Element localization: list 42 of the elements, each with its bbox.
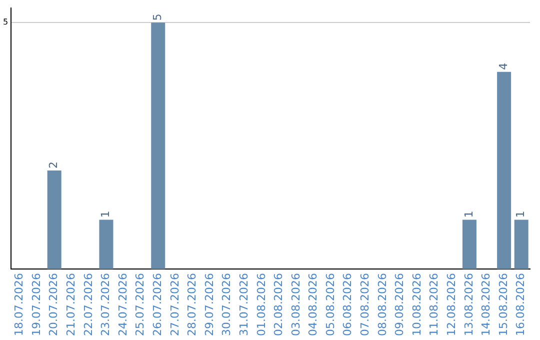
x-tick-label: 28.07.2026 xyxy=(186,273,199,336)
x-tick-label: 26.07.2026 xyxy=(150,273,164,336)
x-tick-label: 27.07.2026 xyxy=(168,273,182,336)
data-label: 1 xyxy=(514,210,528,218)
x-tick-label: 10.08.2026 xyxy=(410,273,424,336)
bar xyxy=(462,220,476,270)
x-tick-label: 09.08.2026 xyxy=(393,273,406,336)
bar xyxy=(99,220,114,270)
x-tick-label: 25.07.2026 xyxy=(134,273,147,336)
x-tick-label: 18.07.2026 xyxy=(12,273,26,336)
x-tick-label: 31.07.2026 xyxy=(237,273,250,336)
data-label: 1 xyxy=(462,210,476,218)
x-tick-label: 15.08.2026 xyxy=(496,273,510,336)
x-tick-label: 24.07.2026 xyxy=(116,273,130,336)
x-tick-label: 23.07.2026 xyxy=(99,273,112,336)
x-tick-label: 12.08.2026 xyxy=(445,273,458,336)
x-tick-label: 04.08.2026 xyxy=(306,273,320,336)
x-tick-label: 01.08.2026 xyxy=(254,273,268,336)
x-tick-label: 21.07.2026 xyxy=(64,273,78,336)
x-tick-label: 22.07.2026 xyxy=(82,273,95,336)
bar xyxy=(151,22,166,270)
x-tick-label: 08.08.2026 xyxy=(376,273,389,336)
bar xyxy=(47,170,62,270)
bar xyxy=(514,220,528,270)
x-tick-label: 14.08.2026 xyxy=(480,273,493,336)
x-tick-label: 30.07.2026 xyxy=(220,273,234,336)
x-tick-label: 13.08.2026 xyxy=(462,273,476,336)
x-tick-label: 29.07.2026 xyxy=(202,273,216,336)
x-tick-label: 11.08.2026 xyxy=(428,273,441,336)
bar xyxy=(497,72,512,270)
data-label: 2 xyxy=(47,161,60,168)
x-tick-label: 20.07.2026 xyxy=(47,273,60,336)
data-label: 4 xyxy=(496,62,510,70)
x-tick-label: 02.08.2026 xyxy=(272,273,286,336)
x-tick-label: 05.08.2026 xyxy=(324,273,337,336)
x-tick-label: 19.07.2026 xyxy=(30,273,43,336)
x-tick-label: 07.08.2026 xyxy=(358,273,372,336)
data-label: 1 xyxy=(99,210,112,218)
data-label: 5 xyxy=(150,14,164,21)
x-tick-label: 03.08.2026 xyxy=(289,273,302,336)
x-tick-label: 16.08.2026 xyxy=(514,273,528,336)
x-tick-label: 06.08.2026 xyxy=(341,273,354,336)
